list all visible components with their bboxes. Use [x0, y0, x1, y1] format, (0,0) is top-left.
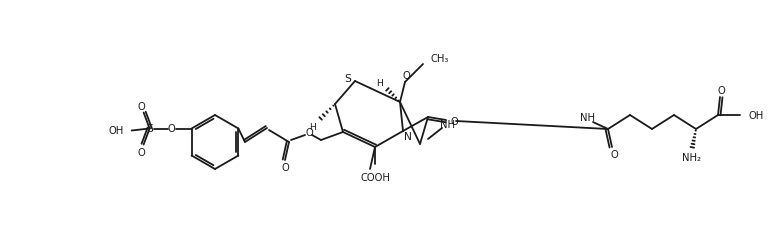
Text: CH₃: CH₃: [431, 54, 450, 64]
Text: O: O: [450, 117, 458, 126]
Text: O: O: [305, 128, 313, 137]
Text: O: O: [402, 71, 410, 81]
Text: O: O: [610, 149, 618, 159]
Text: S: S: [345, 74, 351, 84]
Text: O: O: [138, 147, 145, 157]
Text: O: O: [168, 124, 175, 134]
Text: O: O: [717, 86, 725, 95]
Text: OH: OH: [109, 126, 124, 136]
Text: NH: NH: [440, 120, 455, 129]
Text: O: O: [281, 162, 289, 172]
Text: H: H: [310, 122, 317, 131]
Text: COOH: COOH: [360, 172, 390, 182]
Text: NH₂: NH₂: [683, 152, 701, 162]
Text: S: S: [146, 124, 153, 134]
Text: H: H: [377, 78, 383, 87]
Text: N: N: [404, 131, 412, 141]
Text: NH: NH: [580, 112, 596, 123]
Text: O: O: [138, 101, 145, 111]
Text: OH: OH: [749, 111, 764, 120]
